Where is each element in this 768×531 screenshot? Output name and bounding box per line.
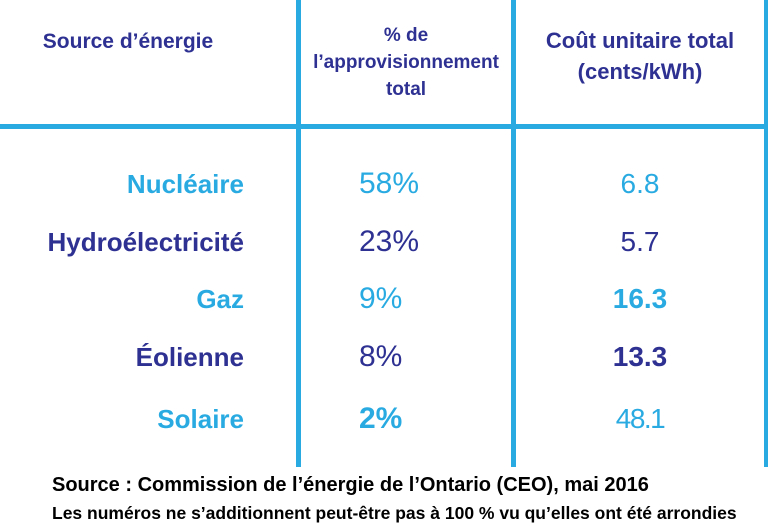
table-row: Hydroélectricité 23% 5.7	[0, 213, 768, 271]
header-cost-column: Coût unitaire total (cents/kWh)	[545, 28, 735, 84]
header-divider	[0, 124, 768, 129]
share-cell: 58%	[359, 167, 420, 200]
source-name-cell: Nucléaire	[126, 169, 244, 199]
cost-cell: 13.3	[612, 341, 668, 372]
source-name-cell: Hydroélectricité	[47, 227, 244, 257]
cost-cell: 48.1	[615, 403, 666, 434]
cost-cell: 6.8	[620, 168, 660, 199]
share-cell: 8%	[359, 340, 403, 373]
column-divider-right	[764, 0, 768, 467]
table-row: Gaz 9% 16.3	[0, 270, 768, 328]
source-name-cell: Solaire	[157, 404, 244, 434]
cost-cell: 5.7	[620, 226, 660, 257]
share-cell: 2%	[359, 402, 403, 435]
rounding-note: Les numéros ne s’additionnent peut-être …	[52, 503, 737, 523]
cost-cell: 16.3	[612, 283, 668, 314]
column-divider-1	[296, 0, 301, 467]
table-row: Nucléaire 58% 6.8	[0, 155, 768, 213]
column-divider-2	[511, 0, 516, 467]
share-cell: 23%	[359, 225, 420, 258]
table-row: Solaire 2% 48.1	[0, 390, 768, 448]
source-name-cell: Gaz	[196, 284, 244, 314]
source-note: Source : Commission de l’énergie de l’On…	[52, 474, 649, 496]
header-share-column: % de l’approvisionnement total	[313, 24, 499, 100]
header-source-column: Source d’énergie	[42, 30, 214, 53]
source-name-cell: Éolienne	[135, 342, 244, 372]
share-cell: 9%	[359, 282, 403, 315]
table-row: Éolienne 8% 13.3	[0, 328, 768, 386]
